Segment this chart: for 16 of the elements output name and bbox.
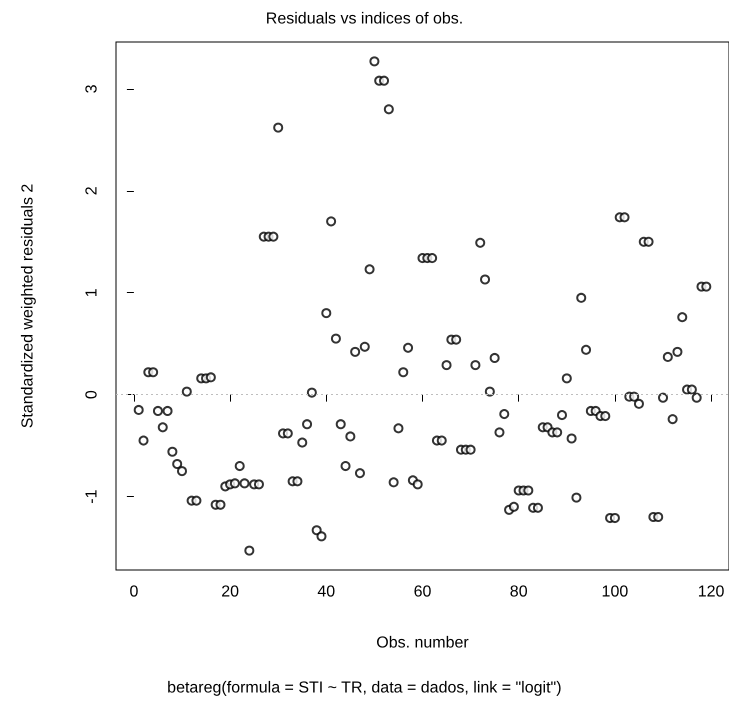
x-tick-label: 20 — [221, 584, 240, 600]
x-tick-label: 80 — [510, 584, 528, 600]
x-tick-label: 100 — [602, 584, 628, 600]
y-tick-label: 2 — [84, 186, 100, 196]
y-axis-title: Standardized weighted residuals 2 — [20, 184, 36, 428]
text: betareg(formula = STI ~ TR, data = dados, link = "logit") — [167, 680, 562, 696]
x-tick-label: 0 — [129, 584, 138, 600]
x-tick-label: 120 — [698, 584, 725, 600]
chart-title: Residuals vs indices of obs. — [266, 10, 464, 28]
x-axis-title: Obs. number — [376, 634, 470, 652]
x-tick-label: 40 — [317, 584, 336, 600]
y-tick-label: 1 — [84, 288, 100, 298]
y-tick-label: -1 — [84, 489, 100, 504]
x-tick-label: 60 — [414, 584, 432, 600]
y-tick-label: 3 — [84, 84, 100, 94]
y-tick-label: 0 — [84, 390, 100, 400]
